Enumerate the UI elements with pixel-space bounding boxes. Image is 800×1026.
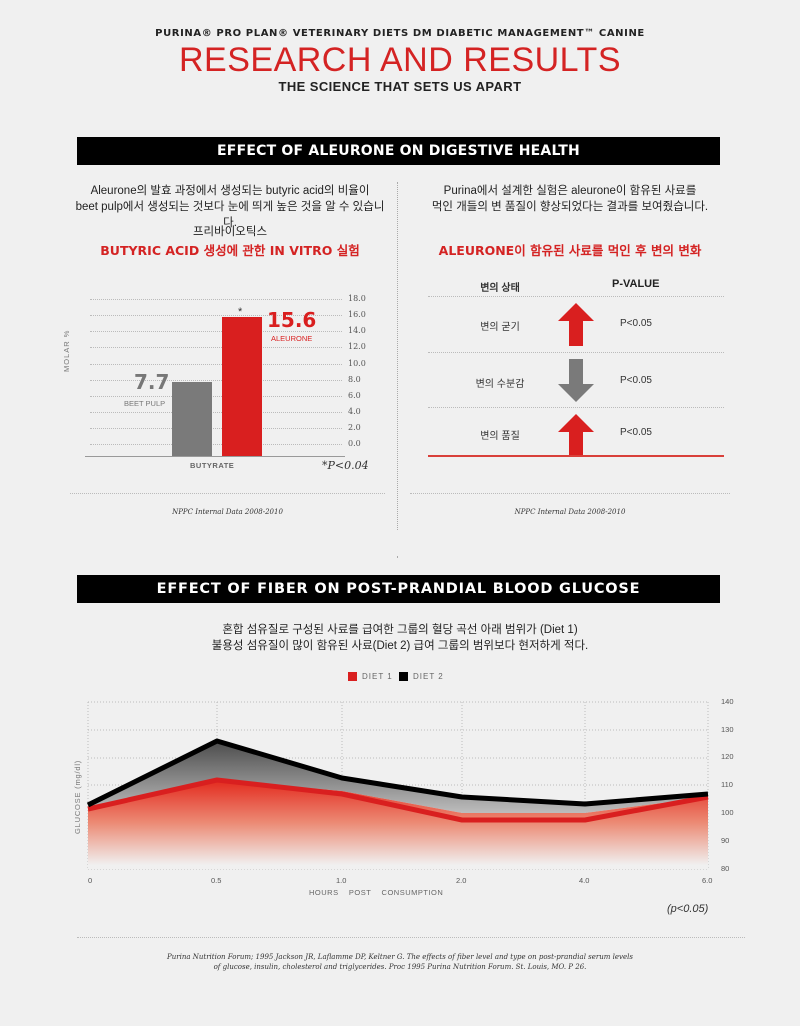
y-tick: 120 — [721, 752, 734, 761]
col-header-state: 변의 상태 — [480, 283, 520, 294]
row-separator — [428, 407, 724, 408]
y-tick: 6.0 — [348, 391, 361, 400]
gridline — [90, 412, 342, 413]
x-axis-line — [85, 456, 345, 457]
y-tick: 2.0 — [348, 423, 361, 432]
fiber-description: 혼합 섬유질로 구성된 사료를 급여한 그룹의 혈당 곡선 아래 범위가 (Di… — [0, 622, 800, 654]
citation: Purina Nutrition Forum; 1995 Jackson JR,… — [0, 952, 800, 972]
left-desc-line2: beet pulp에서 생성되는 것보다 눈에 띄게 높은 것을 알 수 있습니… — [75, 201, 385, 229]
right-source: NPPC Internal Data 2008-2010 — [514, 508, 626, 516]
gridline — [90, 444, 342, 445]
fiber-desc-line1: 혼합 섬유질로 구성된 사료를 급여한 그룹의 혈당 곡선 아래 범위가 (Di… — [222, 624, 578, 636]
y-tick: 14.0 — [348, 326, 366, 335]
x-tick: 0 — [88, 876, 93, 885]
row-label-quality: 변의 품질 — [480, 431, 520, 442]
col-header-pvalue: P-VALUE — [612, 278, 660, 290]
row-pvalue: P<0.05 — [620, 375, 652, 386]
column-divider — [397, 182, 398, 530]
gridline — [90, 380, 342, 381]
citation-line1: Purina Nutrition Forum; 1995 Jackson JR,… — [167, 953, 633, 961]
page-title: RESEARCH AND RESULTS — [178, 41, 622, 79]
stool-table-title: ALEURONE이 함유된 사료를 먹인 후 변의 변화 — [438, 243, 702, 258]
left-source: NPPC Internal Data 2008-2010 — [172, 508, 283, 516]
y-tick: 4.0 — [348, 407, 361, 416]
gridline — [90, 331, 342, 332]
glucose-significance-note: (p<0.05) — [667, 903, 709, 915]
citation-separator — [77, 937, 745, 938]
right-description: Purina에서 설계한 실험은 aleurone이 함유된 사료를 먹인 개들… — [410, 183, 730, 215]
legend-label-diet2: DIET 2 — [413, 672, 444, 681]
diet1-line — [87, 777, 709, 823]
page-subtitle: THE SCIENCE THAT SETS US APART — [278, 79, 522, 94]
left-desc-line1: Aleurone의 발효 과정에서 생성되는 butyric acid의 비율이 — [90, 185, 370, 197]
y-tick: 8.0 — [348, 375, 361, 384]
arrow-up-icon — [558, 303, 594, 346]
gridline — [90, 299, 342, 300]
x-tick: 4.0 — [579, 876, 590, 885]
right-desc-line2: 먹인 개들의 변 품질이 향상되었다는 결과를 보여줬습니다. — [431, 201, 709, 213]
glucose-y-axis-label: GLUCOSE (mg/dl) — [73, 759, 82, 834]
y-tick: 130 — [721, 725, 734, 734]
bar-significance-note: *P<0.04 — [322, 459, 369, 472]
gridline — [90, 315, 342, 316]
section-title-aleurone: EFFECT OF ALEURONE ON DIGESTIVE HEALTH — [77, 137, 720, 165]
table-header-separator — [428, 296, 724, 297]
citation-line2: of glucose, insulin, cholesterol and tri… — [213, 963, 587, 971]
y-tick: 12.0 — [348, 342, 366, 351]
bar-chart-title: BUTYRIC ACID 생성에 관한 IN VITRO 실험 — [100, 243, 360, 258]
y-tick: 18.0 — [348, 294, 366, 303]
prebiotics-kicker: 프리바이오틱스 — [192, 226, 268, 238]
y-tick: 0.0 — [348, 439, 361, 448]
row-separator — [428, 352, 724, 353]
bar-aleurone — [222, 317, 262, 456]
y-tick: 90 — [721, 836, 730, 845]
bar-x-axis-label: BUTYRATE — [190, 461, 235, 470]
arrow-down-icon — [558, 359, 594, 402]
row-pvalue: P<0.05 — [620, 318, 652, 329]
fiber-desc-line2: 불용성 섬유질이 많이 함유된 사료(Diet 2) 급여 그룹의 범위보다 현… — [211, 640, 589, 652]
gridline — [90, 347, 342, 348]
right-desc-line1: Purina에서 설계한 실험은 aleurone이 함유된 사료를 — [443, 185, 697, 197]
row-label-moisture: 변의 수분감 — [475, 379, 525, 390]
y-tick: 110 — [721, 780, 733, 789]
x-tick: 2.0 — [456, 876, 467, 885]
bar-beet-pulp — [172, 382, 212, 456]
row-pvalue: P<0.05 — [620, 427, 652, 438]
section-title-fiber: EFFECT OF FIBER ON POST-PRANDIAL BLOOD G… — [77, 575, 720, 603]
significance-asterisk: * — [238, 306, 243, 318]
gridline — [90, 428, 342, 429]
x-tick: 0.5 — [211, 876, 222, 885]
y-tick: 80 — [721, 864, 730, 873]
right-separator — [410, 493, 730, 494]
beet-pulp-label: BEET PULP — [124, 399, 166, 408]
arrow-up-icon — [558, 414, 594, 456]
left-separator — [70, 493, 385, 494]
y-tick: 100 — [721, 808, 734, 817]
gridline — [90, 396, 342, 397]
glucose-area-chart — [86, 701, 709, 870]
x-tick: 6.0 — [702, 876, 713, 885]
legend-swatch-diet1 — [348, 672, 357, 681]
y-tick: 16.0 — [348, 310, 366, 319]
diet2-line — [86, 738, 709, 808]
y-tick: 10.0 — [348, 359, 366, 368]
beet-pulp-value: 7.7 — [134, 370, 170, 394]
glucose-x-axis-label: HOURS POST CONSUMPTION — [309, 888, 444, 897]
left-description: Aleurone의 발효 과정에서 생성되는 butyric acid의 비율이… — [70, 183, 390, 231]
y-tick: 140 — [721, 697, 734, 706]
divider-dot — [397, 556, 398, 558]
aleurone-label: ALEURONE — [271, 334, 313, 343]
bar-y-axis-label: MOLAR % — [62, 329, 71, 372]
gridline — [90, 364, 342, 365]
legend-swatch-diet2 — [399, 672, 408, 681]
legend-label-diet1: DIET 1 — [362, 672, 393, 681]
table-bottom-rule — [428, 455, 724, 457]
row-label-firmness: 변의 굳기 — [480, 322, 520, 333]
aleurone-value: 15.6 — [267, 308, 317, 332]
x-tick: 1.0 — [336, 876, 347, 885]
brand-line: PURINA® PRO PLAN® VETERINARY DIETS DM DI… — [155, 28, 645, 39]
